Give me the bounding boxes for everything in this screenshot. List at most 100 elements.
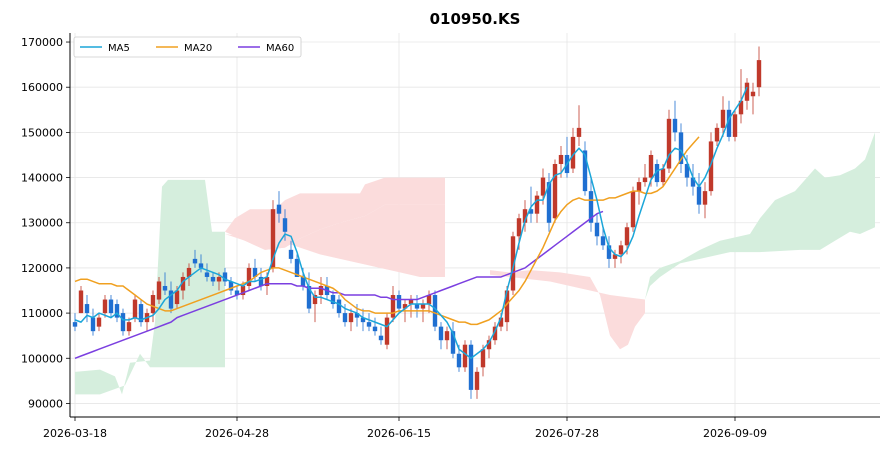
candle-body [342,313,348,323]
candle-body [210,276,216,282]
candle-body [756,60,762,88]
legend: MA5 MA20 MA60 [73,36,302,58]
candle-body [444,331,450,341]
candle-body [318,285,324,296]
candle-body [696,186,702,205]
candle-body [618,245,624,255]
candle-body [474,371,480,390]
candle-body [468,344,474,390]
candle-body [504,290,510,323]
y-tick-label: 160000 [21,81,63,94]
axes: 90000 100000 110000 120000 130000 140000 15000… [21,33,880,440]
candle-body [486,340,492,350]
candle-body [330,295,336,305]
legend-label-ma5: MA5 [108,43,130,54]
candle-body [192,258,198,264]
candle-body [438,326,444,341]
candle-body [234,290,240,296]
candle-body [78,290,84,314]
candle-body [168,290,174,309]
candle-body [306,285,312,309]
candle-body [174,290,180,305]
candle-body [450,331,456,354]
candle-body [570,136,576,169]
candle-body [294,258,300,277]
candle-body [348,313,354,323]
legend-box [73,36,302,58]
candle-body [516,218,522,237]
cloud-segment-bearish-2 [225,177,445,250]
legend-label-ma60: MA60 [266,43,294,54]
y-tick-label: 140000 [21,172,63,185]
x-tick-label: 2026-03-18 [43,427,107,440]
candle-body [312,295,318,305]
legend-label-ma20: MA20 [184,43,212,54]
candle-body [216,276,222,282]
candle-body [264,276,270,286]
candle-body [228,281,234,291]
candle-body [666,118,672,169]
candle-body [582,150,588,192]
candle-body [648,154,654,178]
candle-body [630,191,636,228]
candle-body [108,299,114,314]
candle-body [246,267,252,286]
candle-body [588,191,594,223]
candle-body [378,335,384,341]
candle-body [726,109,732,137]
candle-body [360,317,366,323]
candle-body [714,127,720,142]
candle-body [720,109,726,128]
candle-body [114,304,120,318]
x-tick-label: 2026-06-15 [367,427,431,440]
candle-body [624,227,630,246]
candle-body [750,91,756,97]
candle-body [150,295,156,314]
candle-body [72,322,78,327]
candle-body [528,209,534,214]
candle-body [300,276,306,286]
candle-body [432,295,438,327]
y-tick-label: 130000 [21,217,63,230]
candle-body [612,254,618,259]
candle-body [186,267,192,277]
y-tick-label: 170000 [21,36,63,49]
candle-body [684,164,690,178]
y-tick-label: 110000 [21,307,63,320]
candle-body [84,304,90,314]
candle-body [690,177,696,187]
x-tick-label: 2026-09-09 [703,427,767,440]
candle-body [132,299,138,318]
candle-body [510,236,516,291]
candle-body [336,299,342,314]
moving-average-lines [74,86,748,360]
candle-body [534,195,540,214]
candle-body [126,322,132,332]
candle-body [96,317,102,327]
candle-body [276,204,282,214]
candle-body [660,168,666,183]
candle-body [678,132,684,165]
candle-body [156,281,162,300]
y-tick-label: 90000 [28,397,63,410]
x-tick-label: 2026-07-28 [535,427,599,440]
candle-body [420,304,426,309]
ma20-line [74,136,700,326]
cloud-segment-bearish-1 [225,204,445,277]
x-tick-label: 2026-04-28 [205,427,269,440]
candle-body [402,304,408,309]
candle-body [636,182,642,192]
candle-body [396,295,402,309]
candle-body [552,164,558,219]
candle-body [204,272,210,277]
candle-body [522,209,528,223]
candle-body [744,82,750,101]
candle-body [198,263,204,268]
candle-body [558,154,564,165]
y-tick-label: 120000 [21,262,63,275]
candle-body [162,285,168,291]
candle-body [288,249,294,259]
candle-body [600,236,606,246]
